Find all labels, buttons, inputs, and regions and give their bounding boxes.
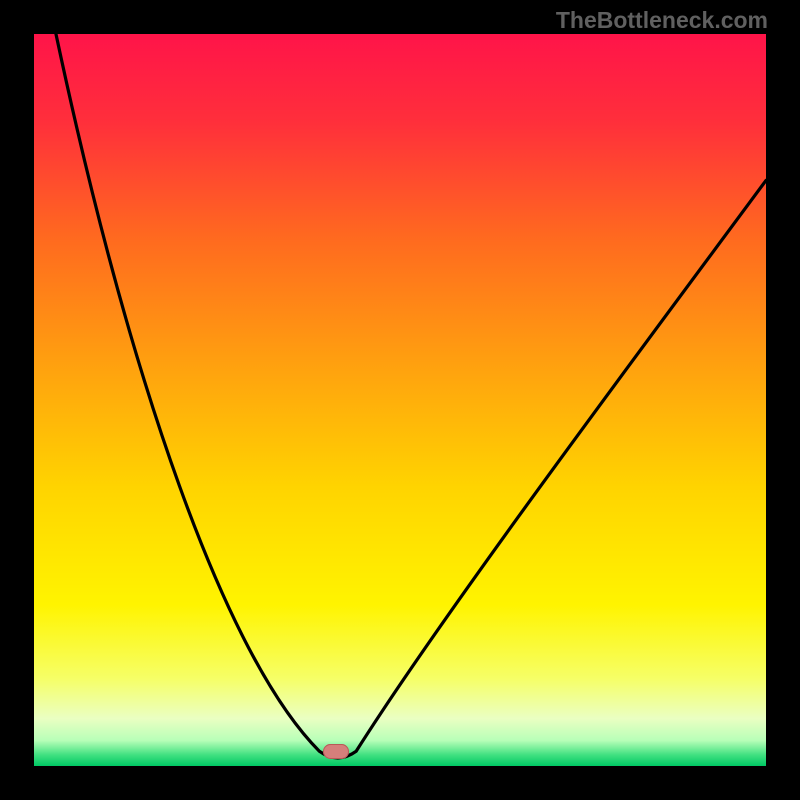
- bottleneck-curve: [56, 34, 766, 758]
- plot-area: [34, 34, 766, 766]
- bottleneck-marker: [323, 744, 349, 759]
- plot-svg: [34, 34, 766, 766]
- watermark-text: TheBottleneck.com: [556, 7, 768, 34]
- chart-viewport: TheBottleneck.com: [0, 0, 800, 800]
